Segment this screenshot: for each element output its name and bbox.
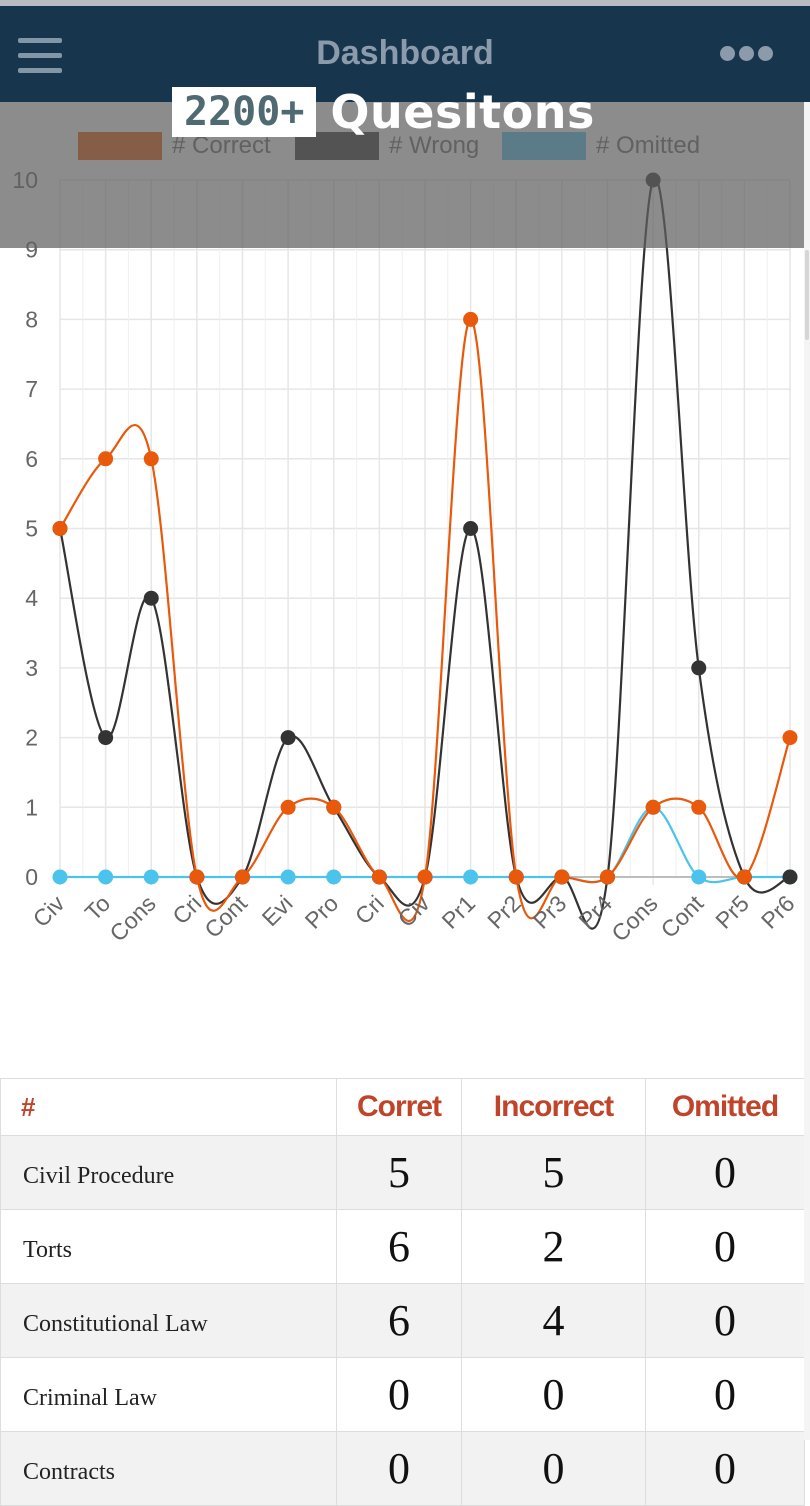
scrollbar-thumb[interactable] (805, 250, 809, 340)
promo-count: 2200+ (172, 87, 317, 137)
chart-grid (59, 179, 791, 885)
scrollbar-track[interactable] (804, 102, 810, 1440)
x-tick-label: Cons (104, 890, 160, 946)
y-tick-label: 5 (25, 516, 38, 542)
data-point (189, 869, 205, 885)
data-point (143, 590, 159, 606)
y-tick-label: 7 (25, 376, 38, 402)
x-tick-label: Cont (656, 890, 709, 943)
data-point (98, 451, 114, 467)
incorrect-cell: 4 (461, 1283, 646, 1358)
y-tick-label: 3 (25, 655, 38, 681)
subject-cell: Criminal Law (0, 1357, 337, 1432)
table-row: Constitutional Law 6 4 0 (0, 1283, 805, 1358)
data-point (235, 869, 250, 885)
incorrect-cell: 2 (461, 1209, 646, 1284)
correct-cell: 5 (336, 1135, 462, 1210)
top-status-strip (0, 0, 810, 6)
y-tick-label: 2 (25, 725, 38, 751)
incorrect-cell: 5 (461, 1135, 646, 1210)
y-tick-label: 4 (25, 585, 38, 611)
data-point (326, 869, 342, 885)
x-tick-label: To (80, 890, 116, 926)
data-point (600, 869, 615, 885)
results-table: # Corret Incorrect Omitted Civil Procedu… (0, 1078, 805, 1506)
incorrect-cell: 0 (461, 1357, 646, 1432)
incorrect-cell: 0 (461, 1431, 646, 1506)
y-tick-label: 8 (25, 306, 38, 332)
x-tick-label: Cons (606, 890, 662, 946)
data-point (280, 730, 296, 746)
data-point (782, 869, 798, 885)
data-point (691, 869, 707, 885)
data-point (463, 869, 479, 885)
table-row: Civil Procedure 5 5 0 (0, 1135, 805, 1210)
data-point (508, 869, 524, 885)
data-point (554, 869, 570, 885)
page-title: Dashboard (316, 34, 494, 72)
omitted-cell: 0 (645, 1209, 805, 1284)
x-tick-label: Pr6 (756, 890, 800, 934)
table-header-row: # Corret Incorrect Omitted (0, 1078, 805, 1136)
correct-cell: 0 (336, 1357, 462, 1432)
app-header: Dashboard (0, 6, 810, 102)
promo-overlay (0, 102, 810, 248)
data-point (417, 869, 433, 885)
table-row: Torts 6 2 0 (0, 1209, 805, 1284)
hamburger-menu-icon[interactable] (18, 38, 64, 74)
column-header-correct: Corret (336, 1078, 462, 1136)
data-point (52, 521, 68, 536)
omitted-cell: 0 (645, 1135, 805, 1210)
data-point (691, 799, 707, 815)
promo-banner: 2200+ Quesitons (172, 85, 595, 139)
data-point (463, 521, 479, 536)
column-header-index: # (0, 1078, 337, 1136)
table-row: Contracts 0 0 0 (0, 1431, 805, 1506)
omitted-cell: 0 (645, 1431, 805, 1506)
data-point (782, 730, 798, 746)
x-tick-label: Pro (300, 890, 344, 934)
y-axis-ticks: 012345678910 (12, 167, 38, 890)
data-point (98, 869, 114, 885)
y-tick-label: 1 (25, 794, 38, 820)
column-header-omitted: Omitted (645, 1078, 805, 1136)
data-point (143, 451, 159, 467)
data-point (52, 869, 68, 885)
correct-cell: 6 (336, 1209, 462, 1284)
subject-cell: Torts (0, 1209, 337, 1284)
correct-cell: 6 (336, 1283, 462, 1358)
y-tick-label: 6 (25, 446, 38, 472)
table-row: Criminal Law 0 0 0 (0, 1357, 805, 1432)
subject-cell: Contracts (0, 1431, 337, 1506)
data-point (326, 799, 342, 815)
data-point (280, 799, 296, 815)
data-point (736, 869, 752, 885)
data-point (463, 311, 479, 327)
correct-cell: 0 (336, 1431, 462, 1506)
x-tick-label: Evi (257, 890, 298, 931)
x-tick-label: Civ (393, 890, 435, 932)
y-tick-label: 0 (25, 864, 38, 890)
series-line (59, 318, 792, 922)
column-header-incorrect: Incorrect (461, 1078, 646, 1136)
data-point (280, 869, 296, 885)
x-tick-label: Pr3 (528, 890, 572, 934)
subject-cell: Constitutional Law (0, 1283, 337, 1358)
x-tick-label: Pr5 (710, 890, 754, 934)
data-point (143, 869, 159, 885)
x-tick-label: Cri (350, 890, 389, 929)
subject-cell: Civil Procedure (0, 1135, 337, 1210)
data-point (645, 799, 661, 815)
chart-series (52, 172, 798, 930)
promo-text: Quesitons (330, 85, 595, 139)
omitted-cell: 0 (645, 1283, 805, 1358)
more-options-icon[interactable] (718, 46, 774, 66)
data-point (691, 660, 707, 676)
data-point (98, 730, 114, 746)
omitted-cell: 0 (645, 1357, 805, 1432)
data-point (371, 869, 387, 885)
x-tick-label: Pr1 (436, 890, 480, 934)
x-tick-label: Civ (28, 890, 70, 932)
